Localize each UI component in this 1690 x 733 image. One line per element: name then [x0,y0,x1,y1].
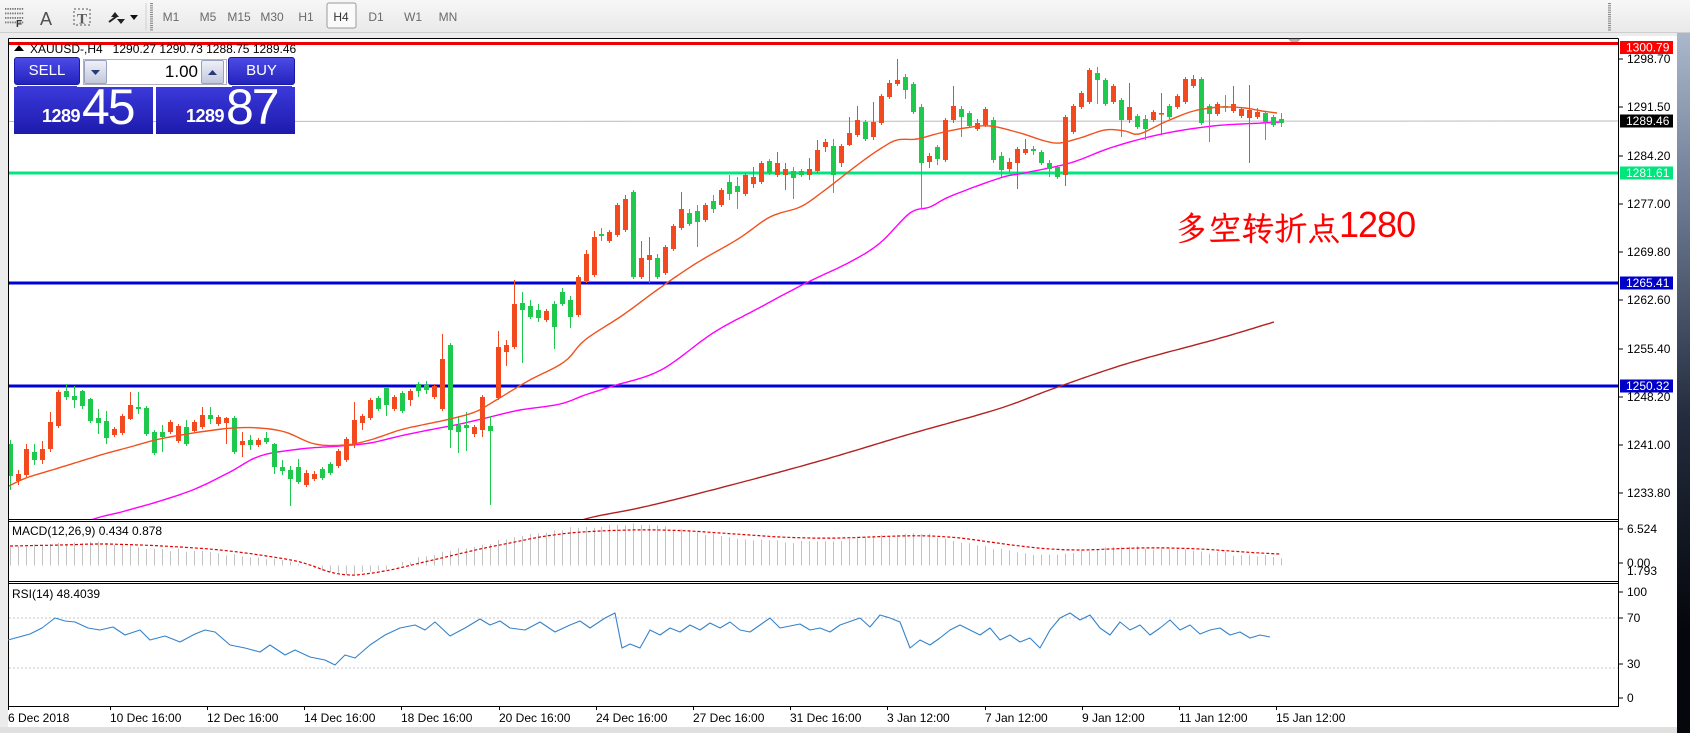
svg-text:1255.40: 1255.40 [1627,342,1671,356]
svg-text:20 Dec 16:00: 20 Dec 16:00 [499,711,571,725]
svg-text:31 Dec 16:00: 31 Dec 16:00 [790,711,862,725]
svg-text:1277.00: 1277.00 [1627,197,1671,211]
svg-text:1269.80: 1269.80 [1627,245,1671,259]
svg-text:12 Dec 16:00: 12 Dec 16:00 [207,711,279,725]
svg-text:100: 100 [1627,585,1647,599]
svg-text:6.524: 6.524 [1627,522,1657,536]
svg-text:1241.00: 1241.00 [1627,438,1671,452]
svg-text:M5: M5 [200,10,217,24]
svg-text:MN: MN [439,10,458,24]
svg-text:1248.20: 1248.20 [1627,390,1671,404]
svg-text:H1: H1 [298,10,314,24]
svg-text:M30: M30 [260,10,284,24]
svg-text:M15: M15 [227,10,251,24]
svg-text:1289.46: 1289.46 [1626,114,1670,128]
svg-text:0: 0 [1627,691,1634,705]
svg-text:1298.70: 1298.70 [1627,52,1671,66]
svg-text:M1: M1 [163,10,180,24]
svg-text:6 Dec 2018: 6 Dec 2018 [8,711,70,725]
svg-text:1233.80: 1233.80 [1627,486,1671,500]
svg-text:15 Jan 12:00: 15 Jan 12:00 [1276,711,1346,725]
svg-text:1284.20: 1284.20 [1627,149,1671,163]
svg-text:1291.50: 1291.50 [1627,100,1671,114]
svg-text:3 Jan 12:00: 3 Jan 12:00 [887,711,950,725]
svg-text:10 Dec 16:00: 10 Dec 16:00 [110,711,182,725]
svg-text:11 Jan 12:00: 11 Jan 12:00 [1179,711,1248,725]
svg-text:18 Dec 16:00: 18 Dec 16:00 [401,711,473,725]
svg-text:70: 70 [1627,611,1641,625]
svg-text:1.793: 1.793 [1627,564,1657,578]
svg-text:27 Dec 16:00: 27 Dec 16:00 [693,711,765,725]
svg-text:1280: 1280 [1339,204,1415,245]
svg-text:24 Dec 16:00: 24 Dec 16:00 [596,711,668,725]
svg-text:F: F [16,19,22,30]
svg-text:9 Jan 12:00: 9 Jan 12:00 [1082,711,1145,725]
svg-text:1281.61: 1281.61 [1626,166,1670,180]
svg-text:T: T [77,12,87,28]
svg-text:1265.41: 1265.41 [1626,276,1670,290]
svg-text:XAUUSD-,H4 1290.27 1290.73 1: XAUUSD-,H4 1290.27 1290.73 1288.75 1289.… [30,42,297,56]
svg-text:30: 30 [1627,657,1641,671]
svg-text:14 Dec 16:00: 14 Dec 16:00 [304,711,376,725]
svg-text:0.00: 0.00 [1627,556,1651,570]
svg-text:D1: D1 [368,10,384,24]
svg-text:1250.32: 1250.32 [1626,379,1670,393]
svg-text:A: A [40,9,52,29]
svg-text:1300.79: 1300.79 [1626,41,1670,55]
svg-text:7 Jan 12:00: 7 Jan 12:00 [985,711,1048,725]
svg-text:H4: H4 [333,10,349,24]
svg-text:W1: W1 [404,10,422,24]
svg-text:1262.60: 1262.60 [1627,293,1671,307]
